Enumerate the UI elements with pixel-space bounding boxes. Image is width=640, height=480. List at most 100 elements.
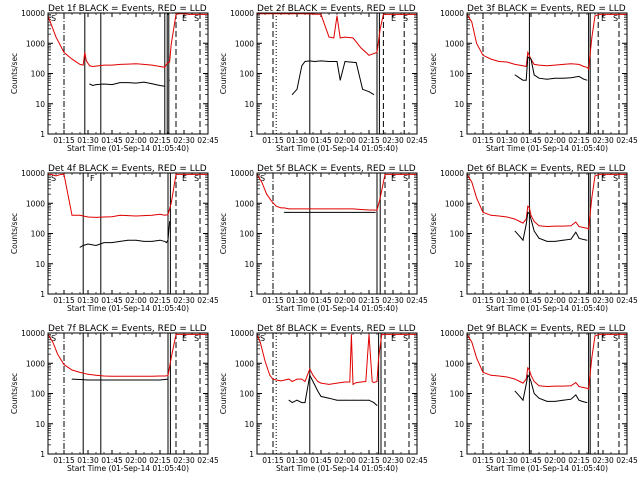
x-tick-label: 01:45 [101,456,123,465]
data-point [529,376,530,378]
y-axis-label: Counts/sec [10,213,19,254]
y-tick-label: 1000 [445,199,464,208]
flag-label: S [260,174,265,183]
x-tick-label: 01:30 [496,456,518,465]
x-axis-label: Start Time (01-Sep-14 01:05:40) [276,304,398,313]
data-point [514,64,516,65]
data-point [159,375,161,377]
data-point [119,375,121,377]
y-tick-label: 1000 [235,199,254,208]
data-point [170,357,172,359]
data-point [82,64,84,66]
data-point [166,64,167,65]
data-point [514,218,516,220]
data-point [522,222,524,224]
data-point [588,388,589,390]
panel-title: Det 8f BLACK = Events, RED = LLD [257,324,416,334]
data-point [86,60,87,62]
data-point [344,61,346,62]
data-point [188,14,190,15]
y-axis-label: Counts/sec [429,373,438,414]
data-point [183,174,185,175]
data-point [498,375,500,377]
x-tick-label: 01:45 [101,296,123,305]
y-tick-label: 1 [459,290,464,299]
data-point [482,212,484,213]
y-tick-label: 10 [244,260,254,269]
data-point [301,378,303,380]
data-point [183,334,185,335]
flag-label: S [194,14,199,23]
data-point [618,174,620,175]
flag-label: E [391,174,396,183]
data-point [546,65,548,67]
data-point [476,42,477,44]
data-point [379,28,381,30]
series-events [514,56,588,81]
data-point [95,84,97,85]
y-tick-label: 10 [35,100,45,109]
data-point [169,61,171,63]
x-tick-label: 02:15 [358,296,380,305]
data-point [151,214,153,216]
data-point [103,375,105,377]
y-axis-label: Counts/sec [10,373,19,414]
data-point [368,334,370,335]
data-point [482,54,484,56]
y-tick-label: 10000 [21,169,45,178]
data-point [533,230,535,232]
x-tick-label: 02:15 [358,136,380,145]
x-tick-label: 02:45 [197,456,219,465]
x-tick-label: 02:45 [616,136,638,145]
data-point [514,230,516,232]
data-point [167,239,169,241]
y-tick-label: 100 [450,390,465,399]
data-point [336,399,338,401]
x-tick-label: 02:15 [149,296,171,305]
data-point [599,174,601,175]
data-point [352,212,354,213]
data-point [362,88,363,90]
x-tick-label: 02:15 [149,136,171,145]
x-tick-label: 02:00 [544,456,566,465]
panel-title: Det 5f BLACK = Events, RED = LLD [257,164,416,174]
y-tick-label: 100 [240,390,255,399]
panel-det-5f: Det 5f BLACK = Events, RED = LLD 1 10 100 10… [219,164,428,313]
x-axis-label: Start Time (01-Sep-14 01:05:40) [67,304,189,313]
data-point [328,36,330,38]
data-point [79,379,81,380]
data-point [525,378,527,380]
x-tick-label: 02:45 [197,296,219,305]
data-point [336,212,338,213]
x-tick-label: 01:30 [77,136,99,145]
data-point [554,225,556,227]
panel-title: Det 6f BLACK = Events, RED = LLD [467,164,626,174]
data-point [519,77,521,79]
x-tick-label: 01:30 [286,136,308,145]
data-point [103,216,105,218]
data-point [562,399,564,401]
series-lld [48,173,208,218]
data-point [127,215,129,217]
data-point [288,378,290,380]
flag-label: S [403,174,408,183]
data-point [471,21,473,23]
x-tick-label: 02:30 [382,296,404,305]
data-point [392,334,394,335]
data-point [127,375,129,377]
x-tick-label: 02:30 [173,296,195,305]
flag-label: E [182,334,187,343]
data-point [554,64,556,66]
data-point [167,378,169,380]
data-point [588,228,589,230]
data-point [135,82,137,84]
data-point [575,231,577,233]
data-point [368,209,370,211]
flag-label: E [391,14,396,23]
series-events [288,373,378,406]
data-point [296,212,298,213]
data-point [95,217,97,218]
data-point [344,36,346,38]
y-tick-label: 10000 [21,9,45,18]
y-tick-label: 100 [240,70,255,79]
